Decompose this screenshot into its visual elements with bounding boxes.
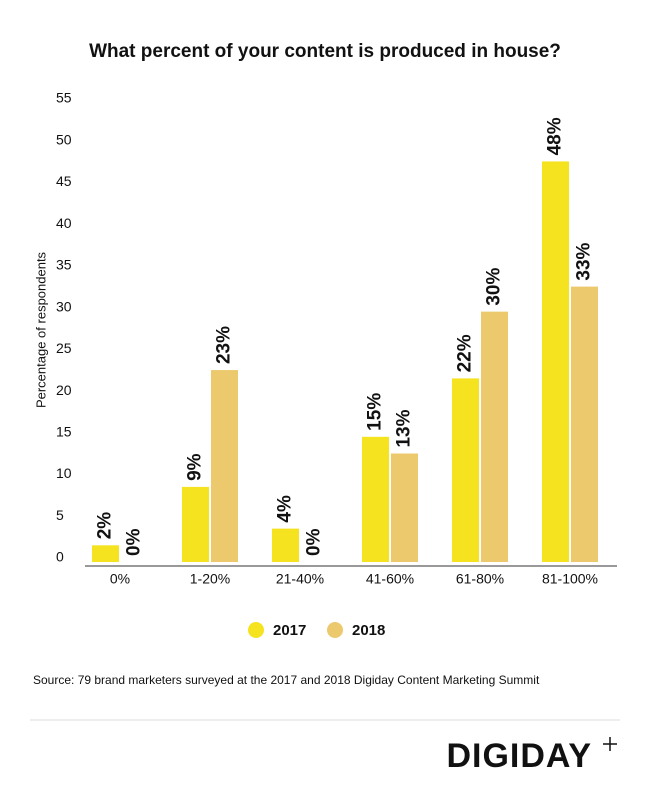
value-label: 13%	[394, 409, 415, 447]
y-tick-label: 25	[56, 340, 72, 356]
y-tick-label: 55	[56, 90, 72, 106]
value-label: 22%	[455, 334, 476, 372]
value-label: 15%	[365, 393, 386, 431]
legend-swatch	[327, 622, 343, 638]
y-tick-label: 40	[56, 215, 72, 231]
y-axis-label: Percentage of respondents	[33, 251, 48, 408]
bar	[571, 286, 598, 562]
value-label: 23%	[214, 326, 235, 364]
x-tick-label: 41-60%	[366, 571, 414, 587]
bar	[92, 545, 119, 562]
value-label: 0%	[124, 528, 145, 556]
value-label: 9%	[185, 453, 206, 481]
bar	[211, 370, 238, 562]
x-tick-label: 21-40%	[276, 571, 324, 587]
logo: DIGIDAY	[446, 737, 592, 775]
value-label: 30%	[484, 268, 505, 306]
value-label: 4%	[275, 495, 296, 523]
legend-label: 2018	[352, 622, 385, 639]
chart-title: What percent of your content is produced…	[89, 41, 561, 62]
logo-plus	[603, 737, 617, 751]
x-tick-label: 1-20%	[190, 571, 230, 587]
legend-swatch	[248, 622, 264, 638]
y-tick-label: 5	[56, 507, 64, 523]
y-tick-label: 30	[56, 298, 72, 314]
legend-label: 2017	[273, 622, 306, 639]
x-tick-label: 81-100%	[542, 571, 598, 587]
y-tick-label: 0	[56, 549, 64, 565]
value-label: 48%	[545, 117, 566, 155]
bar	[182, 486, 209, 562]
bar	[391, 453, 418, 562]
x-tick-label: 0%	[110, 571, 130, 587]
bar	[272, 528, 299, 562]
bar	[481, 311, 508, 562]
y-tick-label: 15	[56, 424, 72, 440]
source: Source: 79 brand marketers surveyed at t…	[33, 673, 540, 687]
bar	[362, 436, 389, 562]
bar	[452, 378, 479, 562]
value-label: 0%	[304, 528, 325, 556]
y-tick-label: 35	[56, 257, 72, 273]
y-tick-label: 20	[56, 382, 72, 398]
x-tick-label: 61-80%	[456, 571, 504, 587]
bar	[542, 161, 569, 562]
y-tick-label: 10	[56, 465, 72, 481]
y-tick-label: 50	[56, 131, 72, 147]
value-label: 2%	[95, 512, 116, 540]
y-tick-label: 45	[56, 173, 72, 189]
value-label: 33%	[574, 242, 595, 280]
